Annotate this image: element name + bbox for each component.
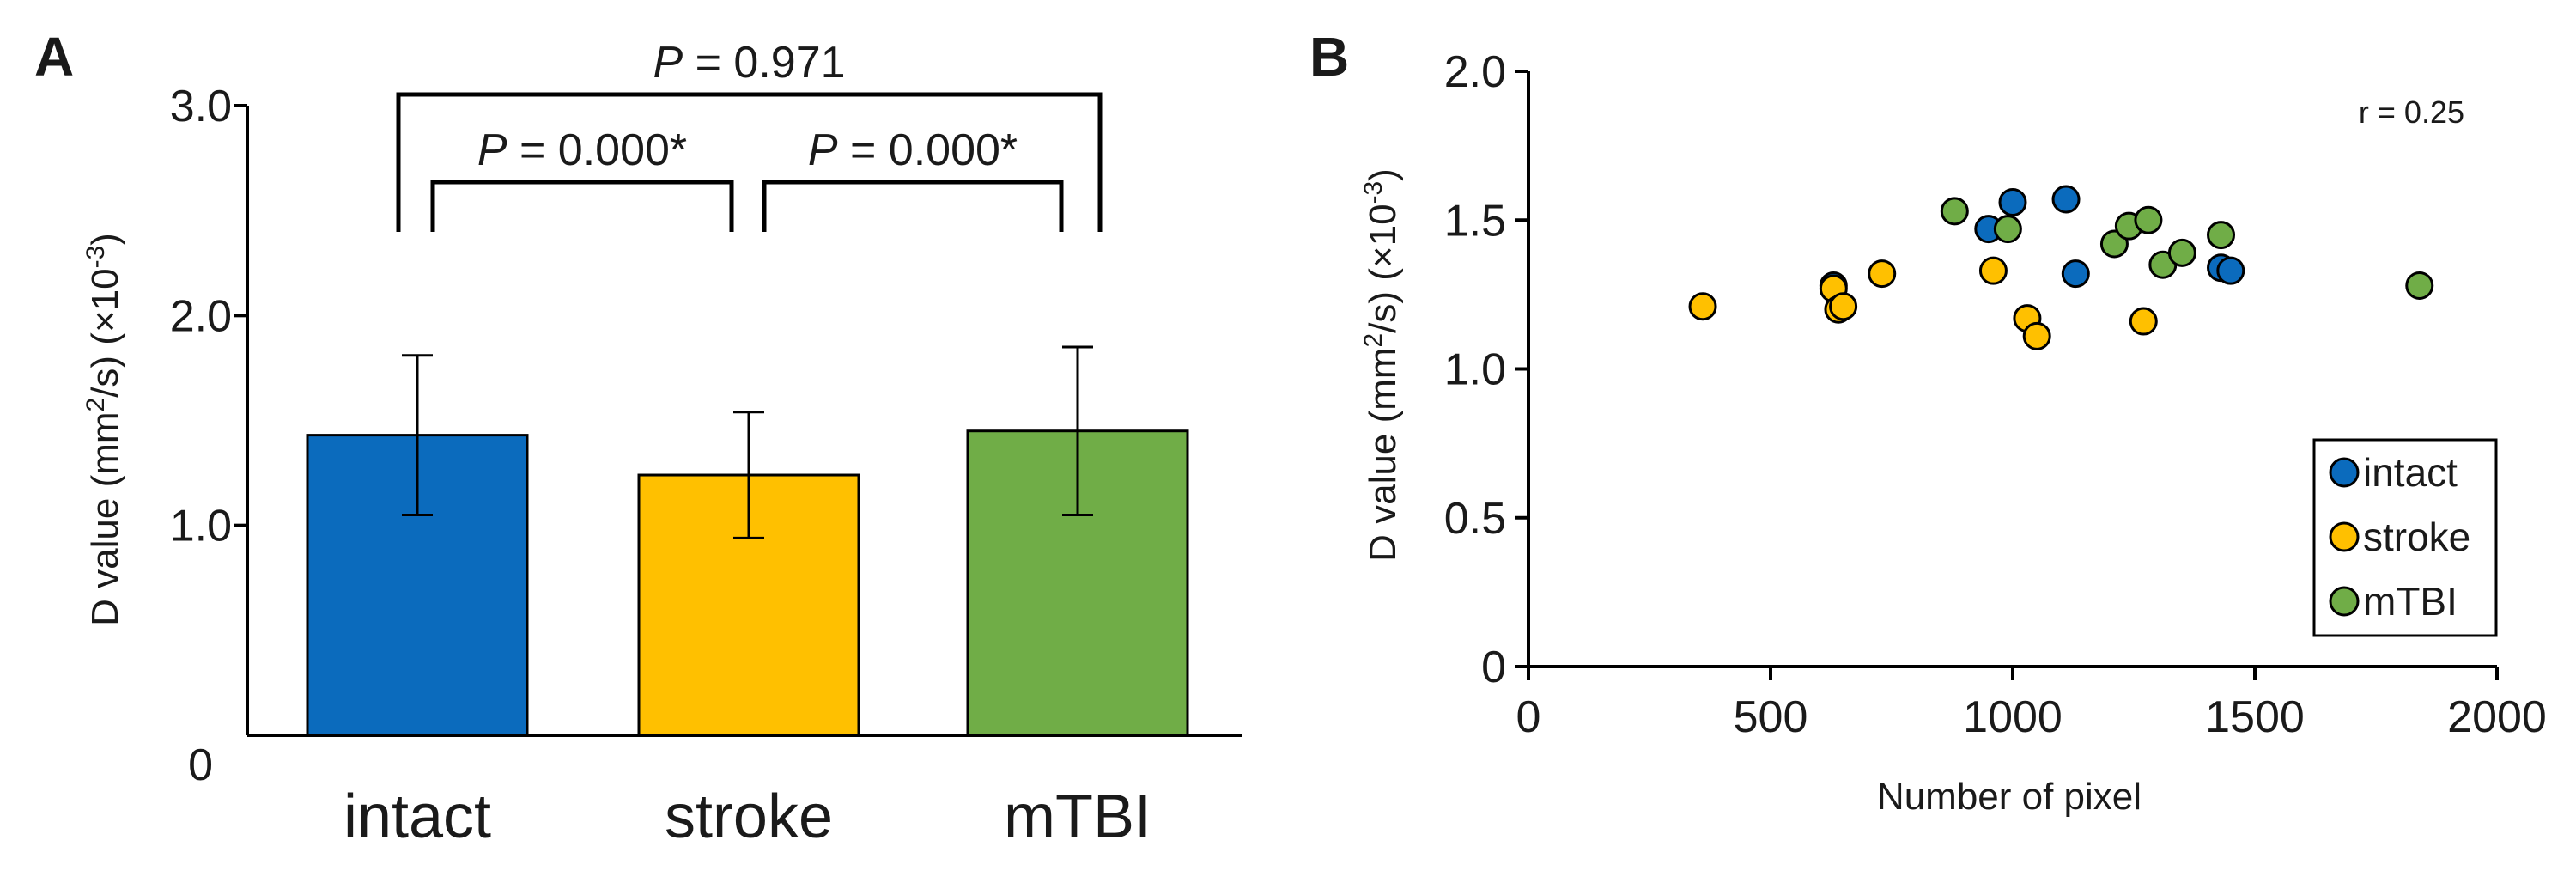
panel-a-y-tick-label: 2.0 [170,291,232,341]
panel-a-label: A [34,26,74,88]
panel-a-significance-brackets: P = 0.000* P = 0.000* P = 0.971 [396,38,1103,232]
legend-marker-intact [2329,457,2360,488]
category-label-stroke: stroke [665,783,833,851]
panel-b-y-tick-label: 2.0 [1444,47,1506,97]
p-value-label: P = 0.971 [653,38,845,88]
scatter-point-stroke [1688,292,1717,321]
panel-b-x-tick-label: 1000 [1963,692,2063,742]
panel-b-y-tick-label: 1.0 [1444,345,1506,395]
panel-b: B 0 0.5 1.0 1.5 2.0 0 500 1000 1500 2000 Number o… [1309,26,2547,818]
scatter-point-mTBI [2207,221,2236,250]
legend-label-mTBI: mTBI [2363,579,2458,624]
panel-b-label: B [1309,26,1349,88]
panel-b-axes [1515,70,2499,680]
scatter-point-mTBI [1993,215,2022,244]
scatter-point-intact [1998,187,2027,216]
bar-stroke [637,473,860,737]
scatter-point-stroke [1868,259,1897,289]
significance-bracket [762,180,1064,232]
panel-b-y-tick-label: 1.5 [1444,196,1506,246]
scatter-point-stroke [2129,307,2158,336]
panel-a-y-tick-label: 0 [188,740,213,790]
panel-b-x-tick-label: 0 [1516,692,1541,742]
scatter-point-intact [2061,259,2090,289]
panel-a-y-tick-label: 3.0 [170,82,232,131]
panel-b-x-tick-label: 1500 [2205,692,2305,742]
panel-b-scatter-points [1688,185,2434,350]
scatter-point-mTBI [2134,205,2163,234]
scatter-point-mTBI [2167,238,2196,267]
scatter-point-mTBI [1940,197,1969,226]
legend-label-intact: intact [2363,450,2458,495]
significance-bracket [430,180,734,232]
legend-marker-mTBI [2329,586,2360,617]
panel-b-legend: intact stroke mTBI [2312,438,2498,637]
legend-label-stroke: stroke [2363,515,2470,559]
panel-a-y-tick-labels: 0 1.0 2.0 3.0 [170,82,232,790]
panel-b-y-tick-label: 0 [1481,643,1506,692]
scatter-point-stroke [1978,256,2008,285]
scatter-point-intact [2051,185,2081,214]
scatter-point-stroke [1829,292,1858,321]
panel-a-y-tick-label: 1.0 [170,502,232,551]
panel-b-x-tick-label: 2000 [2447,692,2547,742]
p-value-label: P = 0.000* [477,125,687,175]
category-label-mTBI: mTBI [1004,783,1151,851]
legend-marker-stroke [2329,521,2360,552]
panel-b-x-axis-title: Number of pixel [1877,776,2142,818]
panel-b-y-tick-label: 0.5 [1444,494,1506,544]
scatter-point-intact [2216,256,2245,285]
scatter-point-stroke [2022,321,2051,350]
correlation-annotation: r = 0.25 [2359,94,2464,130]
panel-b-y-axis-title: D value (mm2/s) (×10-3) [1359,168,1405,562]
panel-a-category-labels: intact stroke mTBI [343,783,1151,851]
scatter-point-mTBI [2405,271,2434,300]
panel-b-tick-labels: 0 0.5 1.0 1.5 2.0 0 500 1000 1500 2000 [1444,47,2547,742]
p-value-label: P = 0.000* [808,125,1018,175]
significance-bracket [396,92,1103,232]
category-label-intact: intact [343,783,491,851]
panel-a-y-axis-title: D value (mm2/s) (×10-3) [82,233,127,626]
panel-a: A P = 0.000* P = 0.000* P = 0.971 0 1.0 2.0 3… [34,26,1242,851]
panel-a-error-bars [402,345,1093,539]
panel-b-x-tick-label: 500 [1734,692,1808,742]
